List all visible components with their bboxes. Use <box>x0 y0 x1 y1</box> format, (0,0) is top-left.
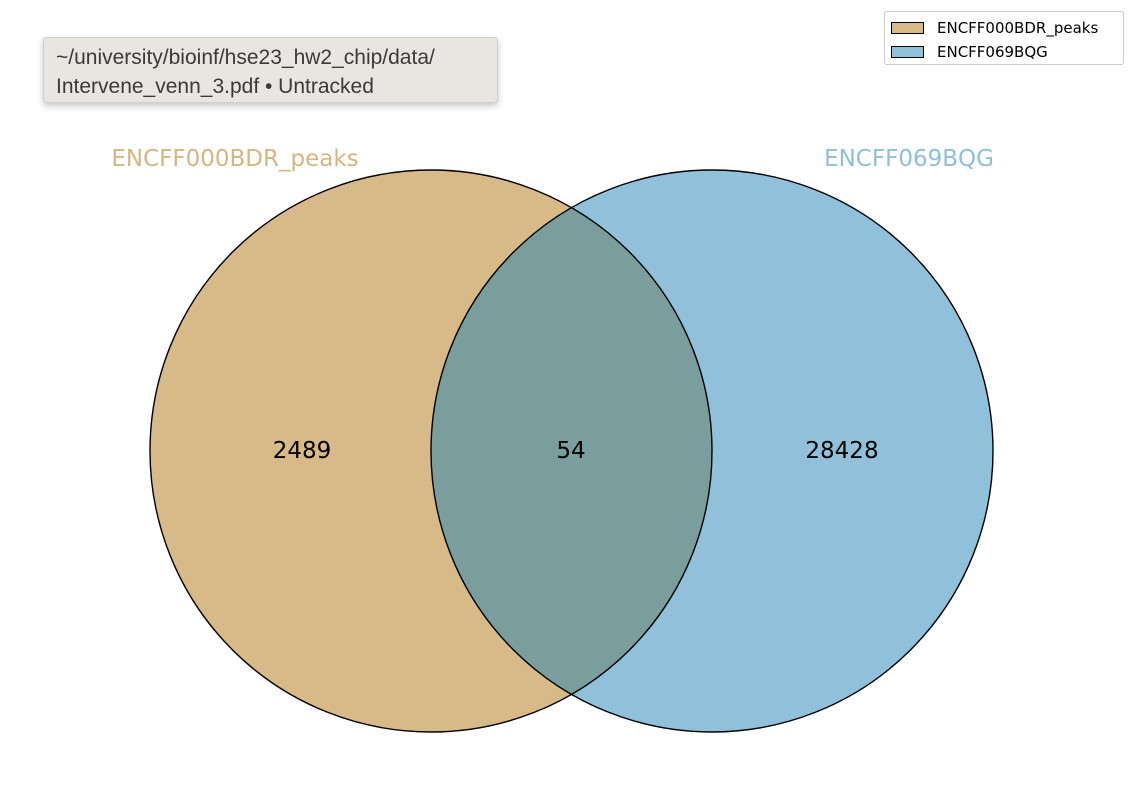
set-label-right: ENCFF069BQG <box>824 146 994 172</box>
count-intersection: 54 <box>556 438 585 464</box>
legend-label: ENCFF000BDR_peaks <box>937 19 1099 37</box>
tooltip-file-status-line: Intervene_venn_3.pdf • Untracked <box>56 75 374 98</box>
legend-swatch-icon <box>891 22 924 34</box>
intersection-region <box>431 170 712 732</box>
count-right-only: 28428 <box>805 438 878 464</box>
count-left-only: 2489 <box>273 438 332 464</box>
set-outline-left <box>149 169 713 733</box>
legend-label: ENCFF069BQG <box>937 43 1048 61</box>
set-label-left: ENCFF000BDR_peaks <box>111 146 358 172</box>
legend-item: ENCFF069BQG <box>891 40 1123 64</box>
legend-swatch-icon <box>891 46 924 58</box>
legend-item: ENCFF000BDR_peaks <box>891 16 1123 40</box>
tooltip-path-line: ~/university/bioinf/hse23_hw2_chip/data/ <box>56 46 435 69</box>
file-path-tooltip: ~/university/bioinf/hse23_hw2_chip/data/… <box>43 37 498 103</box>
set-outline-right <box>430 169 994 733</box>
legend: ENCFF000BDR_peaks ENCFF069BQG <box>884 11 1124 65</box>
